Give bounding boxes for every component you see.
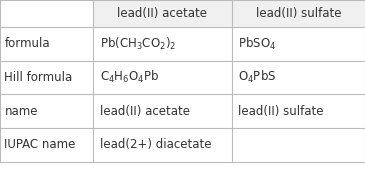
Text: lead(II) acetate: lead(II) acetate (100, 105, 190, 118)
Text: $\mathregular{Pb(CH_3CO_2)_2}$: $\mathregular{Pb(CH_3CO_2)_2}$ (100, 36, 176, 52)
Bar (232, 0, 365, 27)
Text: Hill formula: Hill formula (4, 71, 73, 84)
Text: lead(II) acetate: lead(II) acetate (118, 7, 207, 20)
Text: lead(II) sulfate: lead(II) sulfate (238, 105, 324, 118)
Text: IUPAC name: IUPAC name (4, 138, 76, 151)
Text: $\mathregular{O_4PbS}$: $\mathregular{O_4PbS}$ (238, 69, 277, 85)
Text: lead(2+) diacetate: lead(2+) diacetate (100, 138, 211, 151)
Text: name: name (4, 105, 38, 118)
Text: $\mathregular{PbSO_4}$: $\mathregular{PbSO_4}$ (238, 36, 276, 52)
Text: $\mathregular{C_4H_6O_4Pb}$: $\mathregular{C_4H_6O_4Pb}$ (100, 69, 159, 85)
Text: lead(II) sulfate: lead(II) sulfate (255, 7, 341, 20)
Bar (93, 0, 232, 27)
Text: formula: formula (4, 37, 50, 50)
